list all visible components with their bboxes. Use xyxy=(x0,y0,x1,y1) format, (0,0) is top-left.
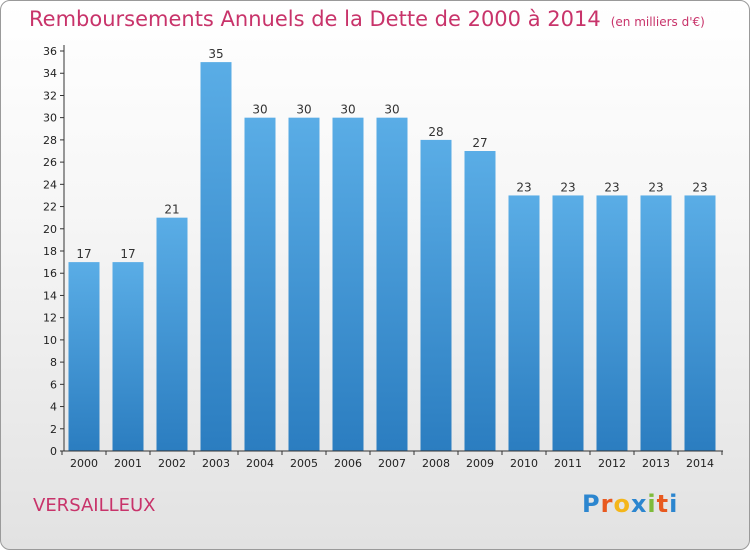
data-label: 30 xyxy=(340,103,355,117)
bar xyxy=(156,217,188,451)
bar xyxy=(332,117,364,452)
y-tick-label: 10 xyxy=(43,334,57,347)
y-tick-label: 32 xyxy=(43,89,57,102)
bar xyxy=(464,151,496,451)
brand-letter: i xyxy=(647,490,657,518)
x-tick-label: 2012 xyxy=(598,457,626,470)
bar xyxy=(420,139,452,451)
x-tick-label: 2010 xyxy=(510,457,538,470)
y-tick-label: 8 xyxy=(50,356,57,369)
data-label: 30 xyxy=(384,103,399,117)
bar xyxy=(244,117,276,452)
bar xyxy=(200,62,232,451)
x-tick-label: 2009 xyxy=(466,457,494,470)
x-tick-label: 2006 xyxy=(334,457,362,470)
data-label: 23 xyxy=(604,180,619,194)
bar xyxy=(552,195,584,451)
x-tick-label: 2003 xyxy=(202,457,230,470)
data-label: 28 xyxy=(428,125,443,139)
place-name: VERSAILLEUX xyxy=(33,495,156,516)
bar xyxy=(112,262,144,451)
y-tick-label: 34 xyxy=(43,67,57,80)
data-label: 17 xyxy=(76,247,91,261)
x-tick-label: 2008 xyxy=(422,457,450,470)
x-tick-label: 2001 xyxy=(114,457,142,470)
y-tick-label: 6 xyxy=(50,378,57,391)
x-tick-label: 2011 xyxy=(554,457,582,470)
brand-letter: x xyxy=(630,490,648,518)
y-tick-label: 28 xyxy=(43,134,57,147)
data-label: 21 xyxy=(164,203,179,217)
labels-group: 1720001720012120023520033020043020053020… xyxy=(43,45,714,470)
brand-letter: i xyxy=(669,490,679,518)
data-label: 23 xyxy=(692,180,707,194)
data-label: 27 xyxy=(472,136,487,150)
data-label: 30 xyxy=(296,103,311,117)
y-tick-label: 20 xyxy=(43,223,57,236)
bar xyxy=(508,195,540,451)
y-tick-label: 26 xyxy=(43,156,57,169)
bars-group xyxy=(68,62,716,452)
bar xyxy=(68,262,100,451)
y-tick-label: 4 xyxy=(50,401,57,414)
bar xyxy=(376,117,408,452)
data-label: 23 xyxy=(516,180,531,194)
x-tick-label: 2000 xyxy=(70,457,98,470)
brand-letter: t xyxy=(656,490,670,518)
y-tick-label: 36 xyxy=(43,45,57,58)
brand-letter: r xyxy=(600,490,614,518)
brand-logo: Proxiti xyxy=(582,490,678,518)
data-label: 23 xyxy=(648,180,663,194)
y-tick-label: 12 xyxy=(43,312,57,325)
y-tick-label: 16 xyxy=(43,267,57,280)
data-label: 17 xyxy=(120,247,135,261)
brand-letter: P xyxy=(582,490,601,518)
x-tick-label: 2007 xyxy=(378,457,406,470)
axes-group xyxy=(60,45,723,455)
x-tick-label: 2004 xyxy=(246,457,274,470)
x-tick-label: 2002 xyxy=(158,457,186,470)
x-tick-label: 2013 xyxy=(642,457,670,470)
data-label: 35 xyxy=(208,47,223,61)
brand-letter: o xyxy=(613,490,631,518)
y-tick-label: 2 xyxy=(50,423,57,436)
x-tick-label: 2014 xyxy=(686,457,714,470)
bar xyxy=(288,117,320,452)
y-tick-label: 24 xyxy=(43,178,57,191)
chart-title-text: Remboursements Annuels de la Dette de 20… xyxy=(29,7,601,31)
data-label: 23 xyxy=(560,180,575,194)
y-tick-label: 30 xyxy=(43,112,57,125)
bar xyxy=(684,195,716,451)
bar xyxy=(596,195,628,451)
y-tick-label: 0 xyxy=(50,445,57,458)
x-tick-label: 2005 xyxy=(290,457,318,470)
data-label: 30 xyxy=(252,103,267,117)
y-tick-label: 18 xyxy=(43,245,57,258)
y-tick-label: 22 xyxy=(43,201,57,214)
chart-title: Remboursements Annuels de la Dette de 20… xyxy=(29,7,705,31)
bar xyxy=(640,195,672,451)
y-tick-label: 14 xyxy=(43,289,57,302)
unit-note: (en milliers d'€) xyxy=(610,15,705,29)
